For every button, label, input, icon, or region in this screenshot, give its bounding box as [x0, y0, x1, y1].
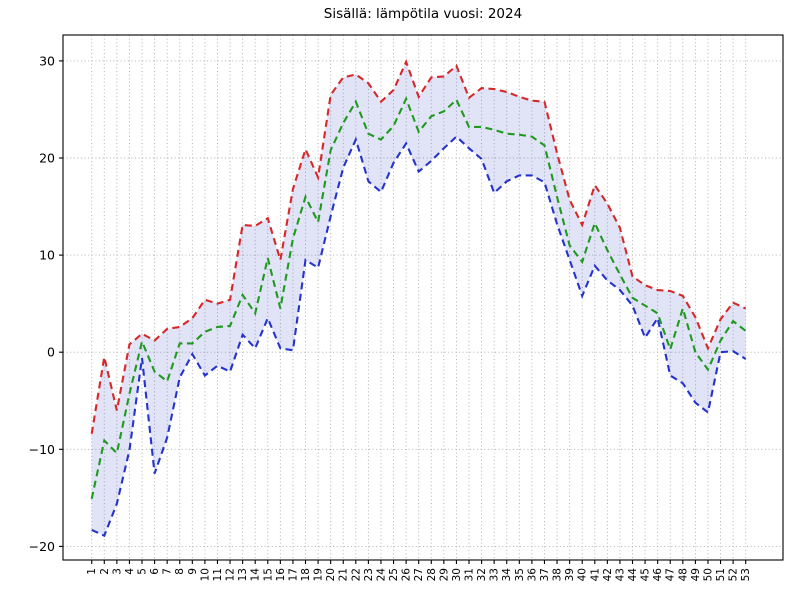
x-tick-label: 51 [715, 568, 727, 581]
x-tick-label: 28 [426, 568, 438, 581]
x-tick-label: 30 [451, 568, 463, 581]
x-tick-label: 5 [137, 568, 149, 575]
x-tick-label: 16 [275, 568, 287, 582]
x-tick-label: 13 [237, 568, 249, 581]
x-tick-label: 32 [476, 568, 488, 581]
x-tick-label: 43 [614, 568, 626, 581]
x-tick-label: 4 [124, 568, 136, 575]
x-tick-label: 23 [363, 568, 375, 581]
x-tick-label: 49 [690, 568, 702, 581]
y-tick-label: 20 [39, 151, 55, 166]
chart-title: Sisällä: lämpötila vuosi: 2024 [323, 6, 523, 22]
y-tick-label: 0 [47, 345, 55, 360]
x-tick-label: 25 [388, 568, 400, 581]
x-tick-label: 36 [526, 568, 538, 582]
x-tick-label: 34 [501, 568, 513, 582]
x-tick-label: 27 [413, 568, 425, 581]
x-tick-label: 18 [300, 568, 312, 581]
x-tick-label: 35 [514, 568, 526, 581]
x-tick-label: 53 [740, 568, 752, 581]
x-tick-label: 39 [564, 568, 576, 581]
x-tick-label: 46 [652, 568, 664, 582]
x-tick-label: 20 [325, 568, 337, 581]
x-tick-label: 47 [665, 568, 677, 581]
y-tick-label: −10 [29, 442, 55, 457]
x-tick-label: 48 [677, 568, 689, 581]
x-tick-label: 44 [627, 568, 639, 582]
axes-spines [62, 34, 784, 561]
x-tick-label: 8 [174, 568, 186, 575]
x-tick-label: 29 [438, 568, 450, 581]
x-tick-label: 11 [212, 568, 224, 581]
min-max-band [91, 61, 746, 536]
y-tick-label: 10 [39, 248, 55, 263]
x-tick-label: 52 [728, 568, 740, 581]
x-tick-label: 19 [313, 568, 325, 581]
y-tick-label: −20 [29, 539, 55, 554]
x-tick-label: 7 [162, 568, 174, 575]
x-tick-label: 50 [702, 568, 714, 581]
x-tick-label: 31 [464, 568, 476, 581]
x-tick-label: 6 [149, 568, 161, 575]
x-tick-label: 12 [225, 568, 237, 581]
x-tick-label: 3 [111, 568, 123, 575]
x-tick-label: 42 [602, 568, 614, 581]
x-tick-label: 17 [287, 568, 299, 581]
mean-line [90, 96, 747, 500]
max-line [90, 59, 747, 434]
x-tick-label: 45 [640, 568, 652, 581]
x-tick-label: 41 [589, 568, 601, 581]
x-tick-label: 24 [375, 568, 387, 582]
x-tick-label: 14 [250, 568, 262, 582]
x-tick-label: 10 [199, 568, 211, 581]
y-tick-label: 30 [39, 53, 55, 68]
x-tick-label: 21 [338, 568, 350, 581]
x-tick-label: 38 [552, 568, 564, 581]
x-tick-label: 37 [539, 568, 551, 581]
x-tick-label: 22 [350, 568, 362, 581]
x-tick-label: 40 [577, 568, 589, 581]
x-tick-label: 33 [489, 568, 501, 581]
min-line [91, 135, 747, 538]
x-tick-label: 15 [262, 568, 274, 581]
x-tick-label: 9 [187, 568, 199, 575]
x-tick-label: 26 [401, 568, 413, 582]
x-tick-label: 1 [86, 568, 98, 575]
x-tick-label: 2 [99, 568, 111, 575]
